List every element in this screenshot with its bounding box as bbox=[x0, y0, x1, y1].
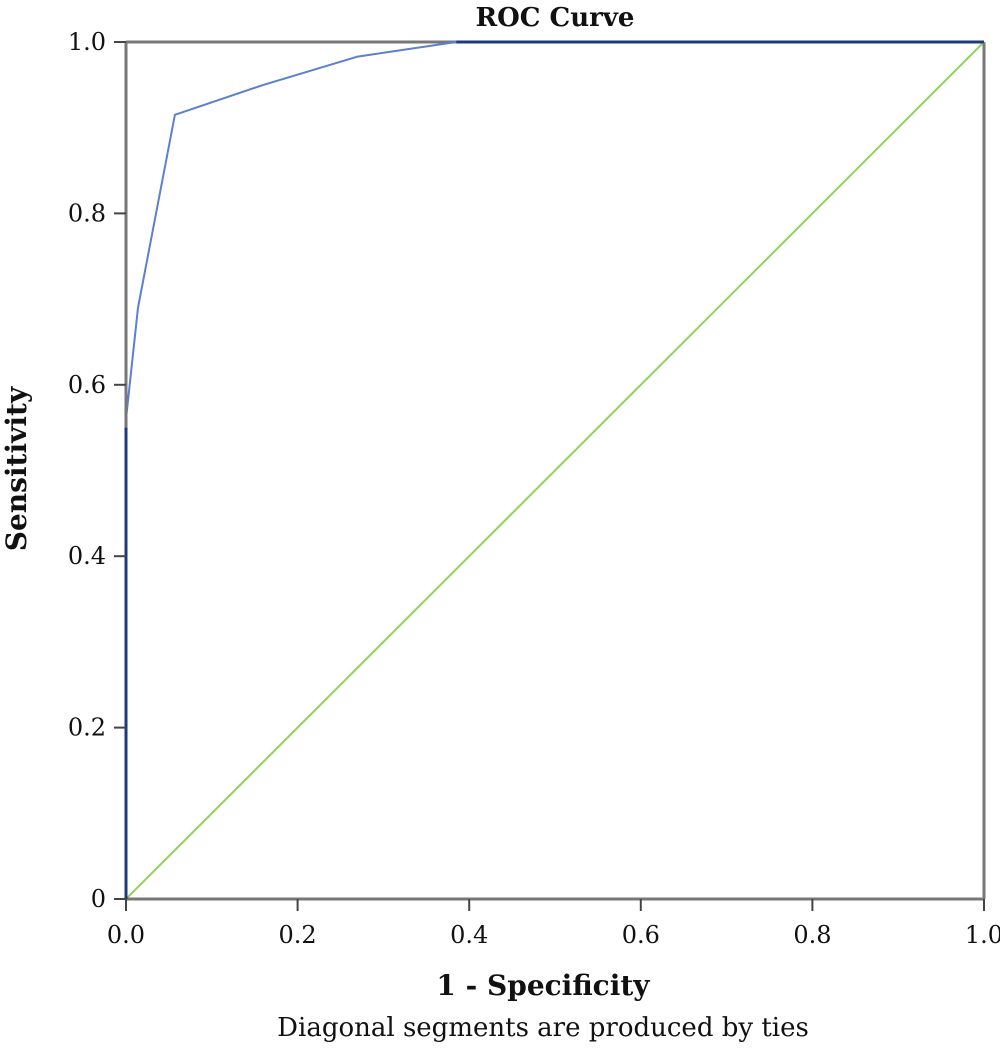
y-tick-label: 0.6 bbox=[68, 371, 106, 399]
y-tick-label: 0 bbox=[91, 885, 106, 913]
ticks: 0 0.2 0.4 0.6 0.8 1.0 0.0 0.2 0.4 0.6 0.8 1.0 bbox=[68, 28, 1000, 949]
x-tick-label: 1.0 bbox=[965, 921, 1000, 949]
x-tick-label: 0.2 bbox=[279, 921, 317, 949]
series-layer bbox=[125, 41, 985, 900]
y-tick-label: 0.2 bbox=[68, 714, 106, 742]
axes bbox=[124, 40, 984, 901]
reference-diagonal-line bbox=[125, 41, 985, 900]
x-tick-label: 0.8 bbox=[793, 921, 831, 949]
y-tick-label: 0.8 bbox=[68, 199, 106, 227]
x-tick-label: 0.4 bbox=[450, 921, 488, 949]
y-axis-title: Sensitivity bbox=[0, 386, 33, 551]
y-tick-label: 0.4 bbox=[68, 542, 106, 570]
chart-title: ROC Curve bbox=[476, 3, 635, 33]
x-tick-label: 0.0 bbox=[107, 921, 145, 949]
y-tick-label: 1.0 bbox=[68, 28, 106, 56]
x-axis-title: 1 - Specificity bbox=[436, 969, 650, 1002]
x-tick-label: 0.6 bbox=[622, 921, 660, 949]
footnote: Diagonal segments are produced by ties bbox=[277, 1013, 809, 1043]
